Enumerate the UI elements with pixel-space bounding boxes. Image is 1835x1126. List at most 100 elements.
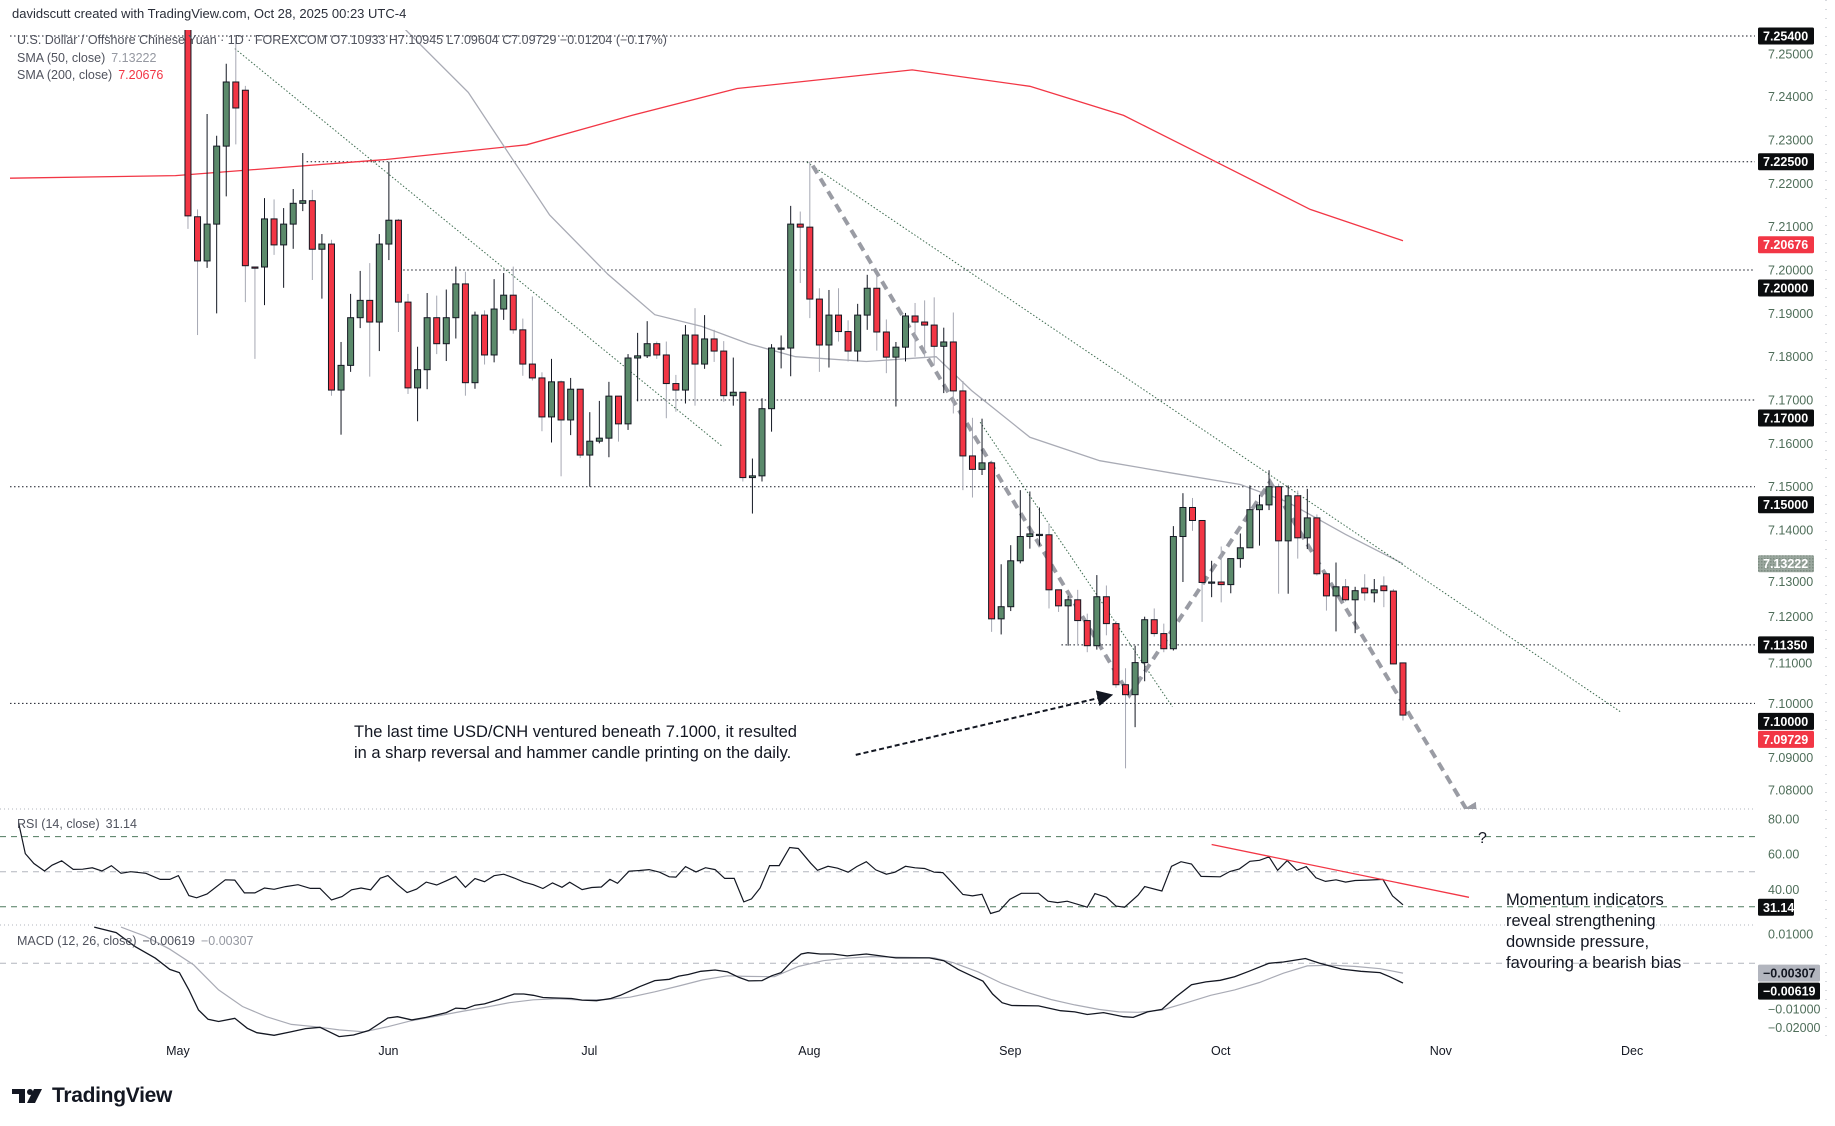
- candle[interactable]: [1064, 595, 1072, 646]
- candle[interactable]: [375, 234, 383, 352]
- candle[interactable]: [433, 295, 441, 355]
- projection-path[interactable]: [810, 164, 1478, 822]
- candle[interactable]: [595, 400, 603, 444]
- candle[interactable]: [509, 266, 517, 334]
- candle[interactable]: [1160, 623, 1168, 653]
- candle[interactable]: [1246, 485, 1254, 549]
- candle[interactable]: [481, 310, 489, 365]
- price-marker-sma200[interactable]: 7.20676: [1758, 236, 1814, 254]
- candle[interactable]: [854, 303, 862, 362]
- candle[interactable]: [327, 239, 335, 396]
- candle[interactable]: [567, 377, 575, 436]
- candle[interactable]: [548, 358, 556, 443]
- candle[interactable]: [366, 263, 374, 377]
- candle[interactable]: [404, 293, 412, 394]
- candle[interactable]: [586, 412, 594, 487]
- candle[interactable]: [892, 341, 900, 407]
- macd-signal-line[interactable]: [120, 926, 1404, 1033]
- macd-legend[interactable]: MACD (12, 26, close) −0.00619 −0.00307: [17, 934, 253, 948]
- candle[interactable]: [901, 312, 909, 362]
- candle[interactable]: [1055, 589, 1063, 612]
- candle[interactable]: [710, 329, 718, 362]
- candle[interactable]: [815, 288, 823, 372]
- candle[interactable]: [1399, 662, 1407, 721]
- candle[interactable]: [1141, 616, 1149, 682]
- candle[interactable]: [280, 208, 288, 288]
- candle[interactable]: [270, 199, 278, 255]
- candle[interactable]: [624, 354, 632, 430]
- candle[interactable]: [614, 395, 622, 442]
- candle[interactable]: [241, 85, 249, 303]
- candle[interactable]: [356, 270, 364, 329]
- candle[interactable]: [1169, 526, 1177, 651]
- candle[interactable]: [1150, 608, 1158, 637]
- candle[interactable]: [1131, 645, 1139, 728]
- candle[interactable]: [1045, 523, 1053, 609]
- candle[interactable]: [1227, 558, 1235, 594]
- candle[interactable]: [385, 161, 393, 261]
- price-marker-level[interactable]: 7.17000: [1758, 409, 1814, 427]
- price-axis[interactable]: 7.25400 7.25000 7.24000 7.23000 7.22500 7.220…: [1758, 27, 1821, 1035]
- candle[interactable]: [968, 417, 976, 498]
- trendline[interactable]: [979, 421, 1173, 708]
- candle[interactable]: [1284, 485, 1292, 594]
- candle[interactable]: [691, 308, 699, 406]
- candle[interactable]: [1198, 519, 1206, 622]
- candle[interactable]: [873, 275, 881, 351]
- candle[interactable]: [442, 289, 450, 362]
- candle[interactable]: [672, 374, 680, 412]
- candle[interactable]: [347, 293, 355, 372]
- candle[interactable]: [1074, 589, 1082, 646]
- price-marker-level[interactable]: 7.20000: [1758, 279, 1814, 297]
- price-marker-level[interactable]: 7.11350: [1758, 636, 1814, 654]
- price-marker-level[interactable]: 7.15000: [1758, 496, 1814, 514]
- tradingview-logo[interactable]: TradingView: [12, 1084, 172, 1108]
- candle[interactable]: [222, 63, 230, 197]
- candle[interactable]: [720, 341, 728, 402]
- candle[interactable]: [1265, 470, 1273, 511]
- candle[interactable]: [519, 318, 527, 376]
- candle[interactable]: [1093, 575, 1101, 650]
- candle[interactable]: [337, 341, 345, 435]
- candle[interactable]: [844, 320, 852, 362]
- candle[interactable]: [978, 418, 986, 475]
- candle[interactable]: [251, 266, 259, 359]
- candle[interactable]: [1179, 493, 1187, 583]
- candle[interactable]: [911, 302, 919, 357]
- candle[interactable]: [184, 0, 192, 229]
- candle[interactable]: [1370, 578, 1378, 603]
- rsi-legend[interactable]: RSI (14, close) 31.14: [17, 817, 137, 831]
- candle[interactable]: [643, 321, 651, 358]
- candle[interactable]: [835, 288, 843, 342]
- candle[interactable]: [576, 388, 584, 459]
- macd-line[interactable]: [94, 926, 1404, 1038]
- price-marker-level[interactable]: 7.10000: [1758, 712, 1814, 730]
- candle[interactable]: [289, 189, 297, 249]
- candle[interactable]: [997, 564, 1005, 635]
- candle[interactable]: [318, 234, 326, 299]
- candle[interactable]: [1112, 621, 1120, 688]
- candle[interactable]: [739, 391, 747, 482]
- candle[interactable]: [949, 312, 957, 414]
- candle[interactable]: [490, 279, 498, 363]
- price-marker-sma50[interactable]: 7.13222: [1758, 555, 1814, 573]
- candle[interactable]: [758, 398, 766, 482]
- candle[interactable]: [414, 346, 422, 422]
- candle[interactable]: [232, 37, 240, 145]
- rsi-trendline[interactable]: [1211, 843, 1470, 898]
- candle[interactable]: [213, 135, 221, 314]
- candle[interactable]: [1016, 490, 1024, 564]
- candle[interactable]: [261, 198, 269, 306]
- candle[interactable]: [1208, 560, 1216, 598]
- candle[interactable]: [1122, 668, 1130, 769]
- candle[interactable]: [863, 274, 871, 330]
- candle[interactable]: [557, 380, 565, 477]
- candle[interactable]: [787, 205, 795, 377]
- macd-pane[interactable]: [0, 926, 1755, 1038]
- candle[interactable]: [1322, 573, 1330, 611]
- macd-marker-signal[interactable]: −0.00307: [1758, 964, 1820, 982]
- candle[interactable]: [825, 289, 833, 368]
- candle[interactable]: [605, 381, 613, 458]
- sma50-line[interactable]: [0, 0, 1404, 565]
